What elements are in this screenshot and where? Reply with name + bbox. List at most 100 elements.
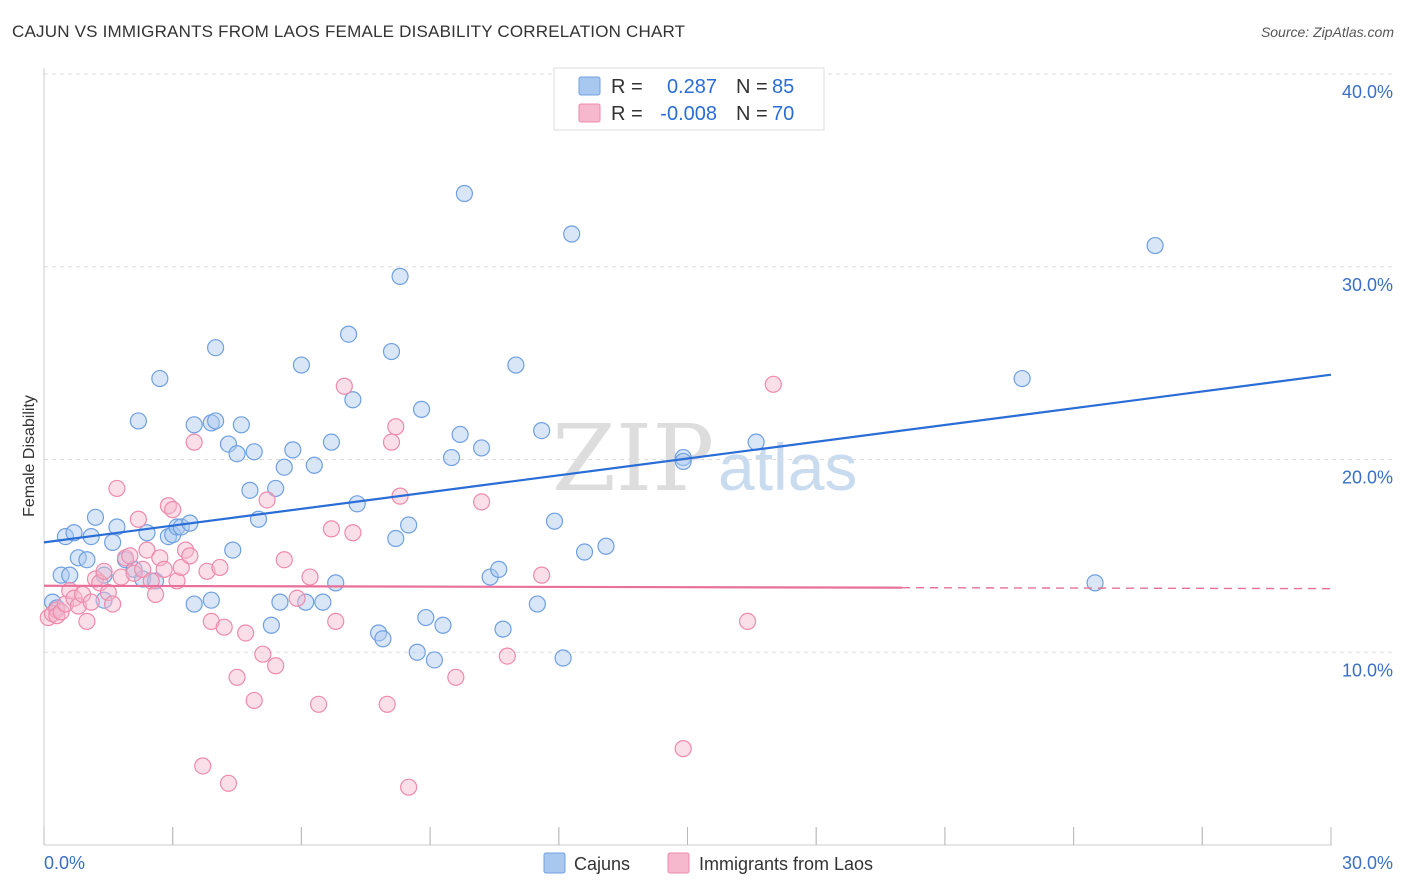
cajun-point (292, 356, 310, 374)
y-tick-labels: 10.0% 20.0% 30.0% 40.0% (1342, 82, 1393, 680)
laos-point (155, 560, 173, 578)
cajun-point (86, 508, 105, 526)
source-note: Source: ZipAtlas.com (1260, 24, 1394, 40)
legend-r-value-1: 0.287 (667, 76, 717, 98)
x-tick-label-end: 30.0% (1342, 853, 1393, 873)
cajun-point (575, 543, 594, 561)
y-tick-label: 10.0% (1342, 660, 1393, 680)
legend-swatch-cajuns (578, 76, 601, 96)
y-axis-label: Female Disability (21, 395, 38, 517)
cajun-point (305, 456, 323, 474)
laos-point (168, 572, 186, 590)
cajun-point (674, 452, 692, 471)
laos-point (267, 657, 285, 675)
series-legend-swatch-laos (667, 852, 690, 874)
x-tick-label-start: 0.0% (44, 853, 85, 873)
cajun-point (327, 574, 345, 592)
laos-point (198, 562, 216, 580)
cajun-point (451, 425, 469, 444)
watermark-atlas: atlas (718, 430, 857, 504)
laos-point (335, 377, 353, 395)
cajun-point (387, 529, 405, 548)
laos-point (498, 647, 516, 665)
laos-point (194, 757, 212, 775)
cajun-point (78, 551, 96, 569)
laos-point (228, 668, 246, 686)
laos-point (533, 566, 551, 584)
laos-point (172, 558, 190, 577)
cajun-point (528, 595, 546, 613)
legend-r-label-1: R = (611, 76, 643, 98)
laos-point (472, 493, 491, 511)
legend-n-value-2: 70 (772, 103, 794, 125)
cajun-point (412, 400, 431, 418)
cajun-point (314, 593, 332, 611)
laos-point (146, 585, 165, 604)
cajun-point (232, 416, 250, 434)
laos-point (258, 491, 276, 509)
chart-title: CAJUN VS IMMIGRANTS FROM LAOS FEMALE DIS… (12, 22, 686, 41)
laos-point (134, 560, 152, 578)
laos-point (322, 520, 341, 538)
cajun-point (747, 433, 765, 451)
cajun-point (108, 518, 126, 536)
series-legend-swatch-cajuns (543, 852, 566, 874)
laos-point (185, 433, 203, 451)
cajun-point (425, 651, 443, 669)
laos-point (56, 595, 75, 613)
cajun-point (417, 608, 435, 627)
laos-point (129, 510, 147, 528)
series-legend-label-cajuns: Cajuns (574, 854, 630, 874)
cajun-point (442, 448, 461, 467)
cajun-point (207, 339, 225, 357)
laos-point (211, 558, 229, 577)
laos-point (254, 645, 272, 663)
cajun-point (554, 649, 572, 667)
laos-trend-extension (901, 586, 1332, 590)
x-ticks (43, 827, 1332, 845)
y-tick-label: 20.0% (1342, 468, 1393, 488)
laos-point (181, 547, 199, 565)
watermark: ZIP atlas (552, 405, 857, 512)
cajun-point (224, 541, 242, 559)
cajun-point (1013, 369, 1031, 388)
legend-n-label-1: N = (736, 76, 768, 98)
cajun-point (228, 445, 246, 463)
cajun-point (1146, 236, 1164, 255)
laos-point (344, 524, 362, 542)
cajun-point (245, 443, 263, 461)
laos-point (245, 691, 263, 710)
cajun-point (344, 391, 362, 409)
cajun-point (219, 435, 238, 453)
cajun-point (1086, 574, 1104, 592)
correlation-legend: R = 0.287 N = 85 R = -0.008 N = 70 (553, 67, 825, 131)
cajun-point (284, 441, 302, 459)
cajun-point (545, 512, 564, 530)
cajun-point (434, 616, 452, 634)
legend-n-label-2: N = (736, 103, 768, 125)
laos-point (378, 695, 396, 713)
cajun-point (207, 412, 225, 430)
legend-r-label-2: R = (611, 103, 643, 125)
cajun-point (533, 421, 551, 440)
y-tick-label: 40.0% (1342, 82, 1393, 102)
laos-point (215, 618, 233, 636)
cajun-point (297, 593, 315, 611)
cajun-point (490, 560, 508, 578)
cajun-point (374, 630, 392, 648)
legend-swatch-laos (578, 103, 601, 123)
laos-point (95, 562, 113, 580)
laos-point (125, 564, 143, 582)
trend-lines (43, 373, 1332, 590)
cajun-point (151, 369, 169, 388)
cajun-point (391, 267, 409, 285)
cajun-point (472, 439, 491, 457)
laos-point (275, 551, 293, 569)
laos-point (387, 418, 405, 436)
laos-point (764, 375, 782, 393)
cajun-point (185, 416, 203, 434)
series-legend-label-laos: Immigrants from Laos (699, 854, 873, 874)
laos-point (309, 695, 328, 713)
cajun-point (382, 342, 401, 361)
